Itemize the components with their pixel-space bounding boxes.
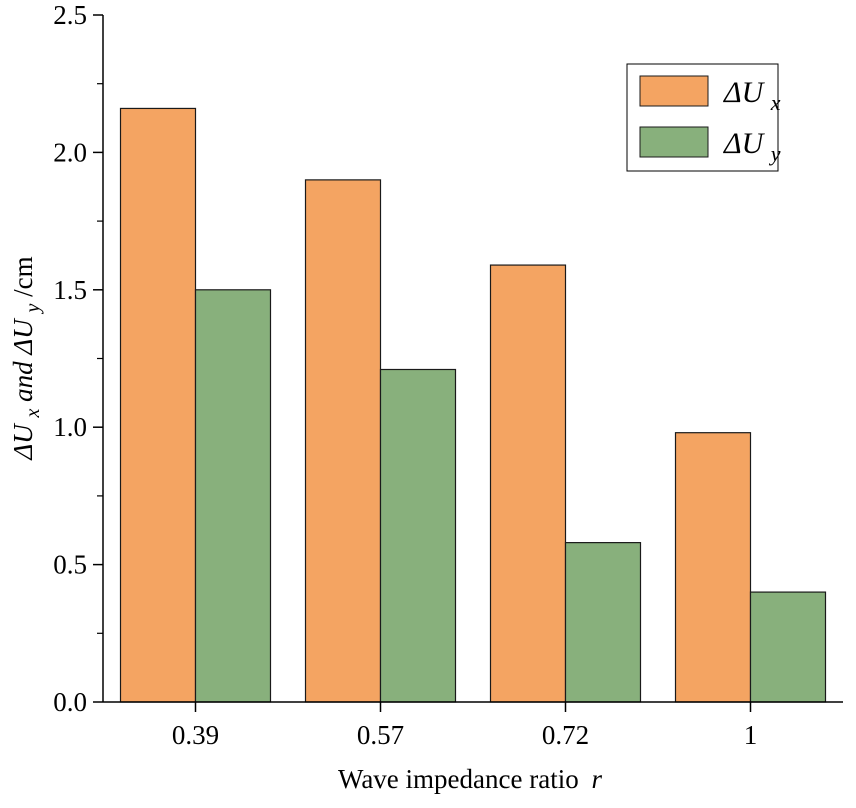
y-tick-label: 1.0: [53, 412, 87, 442]
x-tick-label: 0.57: [357, 720, 404, 750]
ticks-layer: 0.0 0.5 1.0 1.5 2.0 2.5 0.39 0.57 0.72 1: [53, 0, 757, 750]
bar-duy-0_39: [194, 289, 272, 703]
y-tick-label: 1.5: [53, 275, 87, 305]
x-axis-title-text: Wave impedance ratio: [338, 764, 579, 794]
y-axis-title-sub-x: x: [22, 409, 44, 419]
bar-dux-1: [674, 432, 752, 703]
legend-swatch-dux: [639, 75, 709, 107]
legend-label-duy-sub: y: [769, 141, 781, 166]
y-tick-label: 0.5: [53, 550, 87, 580]
bar-duy-0_57: [379, 368, 457, 703]
y-tick-label: 2.0: [53, 137, 87, 167]
bar-duy-0_72: [564, 542, 642, 703]
y-axis-title: ΔU x and ΔU y /cm: [8, 256, 45, 460]
legend: ΔU x ΔU y: [626, 63, 781, 172]
bar-dux-0_57: [304, 179, 382, 703]
y-axis-title-sub-y: y: [22, 304, 44, 315]
legend-swatch-duy: [639, 126, 709, 158]
bar-duy-1: [749, 591, 827, 703]
legend-label-duy-main: ΔU: [723, 127, 766, 160]
y-tick-label: 2.5: [53, 0, 87, 30]
x-axis-title: Wave impedance ratio r: [338, 764, 602, 794]
bar-dux-0_39: [119, 107, 197, 703]
bar-dux-0_72: [489, 264, 567, 703]
y-axis-title-part-2: and ΔU: [8, 318, 38, 402]
legend-label-dux: ΔU x: [723, 76, 781, 115]
legend-label-dux-main: ΔU: [723, 76, 766, 109]
y-tick-label: 0.0: [53, 687, 87, 717]
legend-label-dux-sub: x: [770, 90, 781, 115]
x-tick-label: 0.72: [542, 720, 589, 750]
legend-label-duy: ΔU y: [723, 127, 781, 166]
x-tick-label: 0.39: [172, 720, 219, 750]
x-tick-label: 1: [744, 720, 758, 750]
x-axis-title-variable: r: [591, 764, 602, 794]
y-axis-title-unit: /cm: [8, 256, 38, 297]
y-axis-title-part-1: ΔU: [8, 423, 38, 461]
bars-layer: [119, 107, 827, 703]
